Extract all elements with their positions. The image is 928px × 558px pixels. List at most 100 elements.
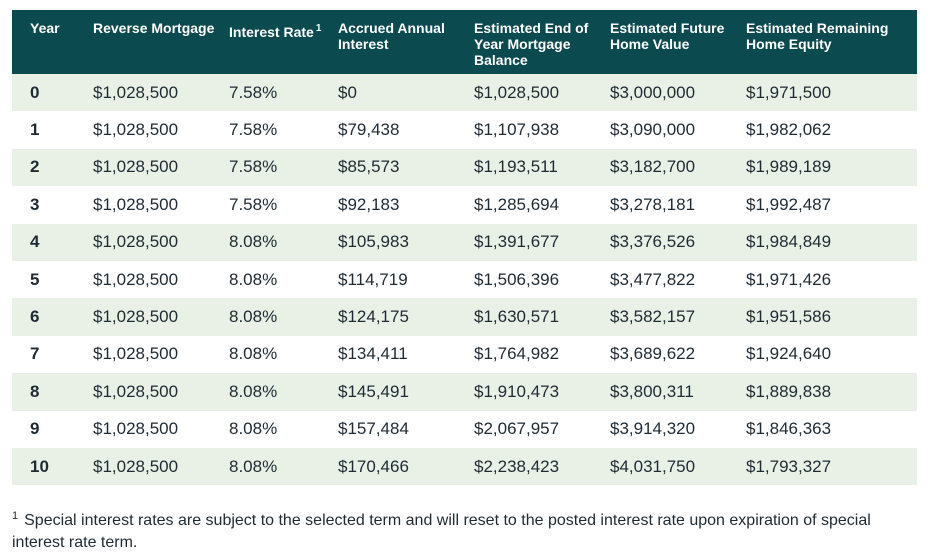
cell-remaining-equity: $1,971,426	[746, 269, 832, 289]
header-reverse-mortgage: Reverse Mortgage	[93, 20, 215, 36]
cell-accrued-interest: $124,175	[338, 307, 409, 327]
cell-end-balance: $1,193,511	[474, 157, 558, 177]
cell-reverse-mortgage: $1,028,500	[93, 419, 179, 439]
cell-year: 7	[30, 344, 40, 364]
cell-accrued-interest: $85,573	[338, 157, 400, 177]
cell-end-balance: $2,067,957	[474, 419, 560, 439]
cell-year: 2	[30, 157, 40, 177]
cell-end-balance: $1,506,396	[474, 269, 560, 289]
cell-accrued-interest: $92,183	[338, 194, 400, 214]
cell-year: 9	[30, 419, 40, 439]
cell-reverse-mortgage: $1,028,500	[93, 194, 179, 214]
cell-year: 8	[30, 381, 40, 401]
cell-future-home-value: $3,182,700	[610, 157, 696, 177]
cell-remaining-equity: $1,982,062	[746, 120, 832, 140]
cell-interest-rate: 8.08%	[229, 269, 278, 289]
cell-year: 6	[30, 307, 40, 327]
cell-end-balance: $1,285,694	[474, 194, 560, 214]
cell-accrued-interest: $145,491	[338, 381, 409, 401]
reverse-mortgage-table-container: Year Reverse Mortgage Interest Rate 1 Acc…	[12, 10, 917, 486]
cell-remaining-equity: $1,951,586	[746, 307, 832, 327]
cell-reverse-mortgage: $1,028,500	[93, 381, 179, 401]
cell-interest-rate: 7.58%	[229, 157, 278, 177]
cell-interest-rate: 8.08%	[229, 381, 278, 401]
cell-accrued-interest: $105,983	[338, 232, 409, 252]
cell-remaining-equity: $1,889,838	[746, 381, 832, 401]
table-row: 3 $1,028,500 7.58% $92,183 $1,285,694 $3,278,…	[12, 186, 917, 224]
table-header-row: Year Reverse Mortgage Interest Rate 1 Acc…	[12, 10, 917, 74]
cell-end-balance: $1,910,473	[474, 381, 560, 401]
cell-reverse-mortgage: $1,028,500	[93, 456, 179, 476]
cell-accrued-interest: $157,484	[338, 419, 409, 439]
cell-future-home-value: $3,582,157	[610, 307, 696, 327]
table-body: 0 $1,028,500 7.58% $0 $1,028,500 $3,000,000 $1…	[12, 74, 917, 486]
table-row: 8 $1,028,500 8.08% $145,491 $1,910,473 $3,800…	[12, 373, 917, 411]
cell-future-home-value: $3,278,181	[610, 194, 696, 214]
cell-remaining-equity: $1,846,363	[746, 419, 832, 439]
cell-future-home-value: $3,914,320	[610, 419, 696, 439]
cell-reverse-mortgage: $1,028,500	[93, 82, 179, 102]
footnote: 1 Special interest rates are subject to t…	[12, 510, 922, 554]
cell-end-balance: $1,028,500	[474, 82, 560, 102]
cell-reverse-mortgage: $1,028,500	[93, 344, 179, 364]
table-row: 2 $1,028,500 7.58% $85,573 $1,193,511 $3,182,…	[12, 148, 917, 187]
cell-accrued-interest: $134,411	[338, 344, 408, 364]
cell-future-home-value: $3,477,822	[610, 269, 696, 289]
table-row: 4 $1,028,500 8.08% $105,983 $1,391,677 $3,376…	[12, 223, 917, 261]
header-remaining-equity: Estimated Remaining Home Equity	[746, 20, 889, 52]
cell-reverse-mortgage: $1,028,500	[93, 157, 179, 177]
cell-future-home-value: $3,689,622	[610, 344, 696, 364]
table-row: 5 $1,028,500 8.08% $114,719 $1,506,396 $3,477…	[12, 260, 917, 299]
cell-accrued-interest: $170,466	[338, 456, 409, 476]
cell-interest-rate: 8.08%	[229, 344, 278, 364]
header-future-home-value: Estimated Future Home Value	[610, 20, 725, 52]
table-row: 0 $1,028,500 7.58% $0 $1,028,500 $3,000,000 $1…	[12, 74, 917, 112]
cell-end-balance: $1,391,677	[474, 232, 560, 252]
cell-end-balance: $2,238,423	[474, 456, 560, 476]
cell-end-balance: $1,630,571	[474, 307, 560, 327]
reverse-mortgage-table: Year Reverse Mortgage Interest Rate 1 Acc…	[12, 10, 917, 486]
cell-remaining-equity: $1,971,500	[746, 82, 832, 102]
cell-reverse-mortgage: $1,028,500	[93, 120, 179, 140]
table-row: 7 $1,028,500 8.08% $134,411 $1,764,982 $3,689…	[12, 335, 917, 374]
cell-remaining-equity: $1,924,640	[746, 344, 832, 364]
cell-interest-rate: 8.08%	[229, 232, 278, 252]
header-end-balance: Estimated End of Year Mortgage Balance	[474, 20, 589, 68]
cell-end-balance: $1,107,938	[474, 120, 560, 140]
cell-interest-rate: 8.08%	[229, 456, 278, 476]
footnote-text: Special interest rates are subject to th…	[12, 512, 871, 551]
cell-interest-rate: 7.58%	[229, 120, 278, 140]
cell-interest-rate: 8.08%	[229, 419, 278, 439]
cell-remaining-equity: $1,989,189	[746, 157, 832, 177]
cell-interest-rate: 8.08%	[229, 307, 278, 327]
cell-year: 10	[30, 456, 49, 476]
cell-year: 3	[30, 194, 40, 214]
header-year: Year	[30, 20, 60, 36]
table-header: Year Reverse Mortgage Interest Rate 1 Acc…	[12, 10, 917, 74]
header-interest-rate: Interest Rate 1	[223, 10, 332, 74]
cell-accrued-interest: $114,719	[338, 269, 408, 289]
header-accrued-interest: Accrued Annual Interest	[338, 20, 445, 52]
cell-reverse-mortgage: $1,028,500	[93, 232, 179, 252]
cell-future-home-value: $3,376,526	[610, 232, 696, 252]
cell-year: 0	[30, 82, 40, 102]
cell-remaining-equity: $1,984,849	[746, 232, 832, 252]
footnote-marker: 1	[12, 509, 19, 522]
cell-remaining-equity: $1,793,327	[746, 456, 832, 476]
table-row: 9 $1,028,500 8.08% $157,484 $2,067,957 $3,914…	[12, 410, 917, 448]
header-interest-rate-footnote-marker: 1	[315, 23, 322, 35]
cell-future-home-value: $3,000,000	[610, 82, 696, 102]
cell-end-balance: $1,764,982	[474, 344, 560, 364]
cell-year: 4	[30, 232, 40, 252]
cell-interest-rate: 7.58%	[229, 82, 278, 102]
table-row: 6 $1,028,500 8.08% $124,175 $1,630,571 $3,582…	[12, 298, 917, 336]
cell-reverse-mortgage: $1,028,500	[93, 269, 179, 289]
table-row: 1 $1,028,500 7.58% $79,438 $1,107,938 $3,090,…	[12, 111, 917, 149]
cell-reverse-mortgage: $1,028,500	[93, 307, 179, 327]
cell-accrued-interest: $0	[338, 82, 357, 102]
cell-accrued-interest: $79,438	[338, 120, 400, 140]
cell-future-home-value: $3,090,000	[610, 120, 696, 140]
table-row: 10 $1,028,500 8.08% $170,466 $2,238,423 $4,03…	[12, 447, 917, 486]
cell-future-home-value: $3,800,311	[610, 381, 694, 401]
cell-interest-rate: 7.58%	[229, 194, 278, 214]
